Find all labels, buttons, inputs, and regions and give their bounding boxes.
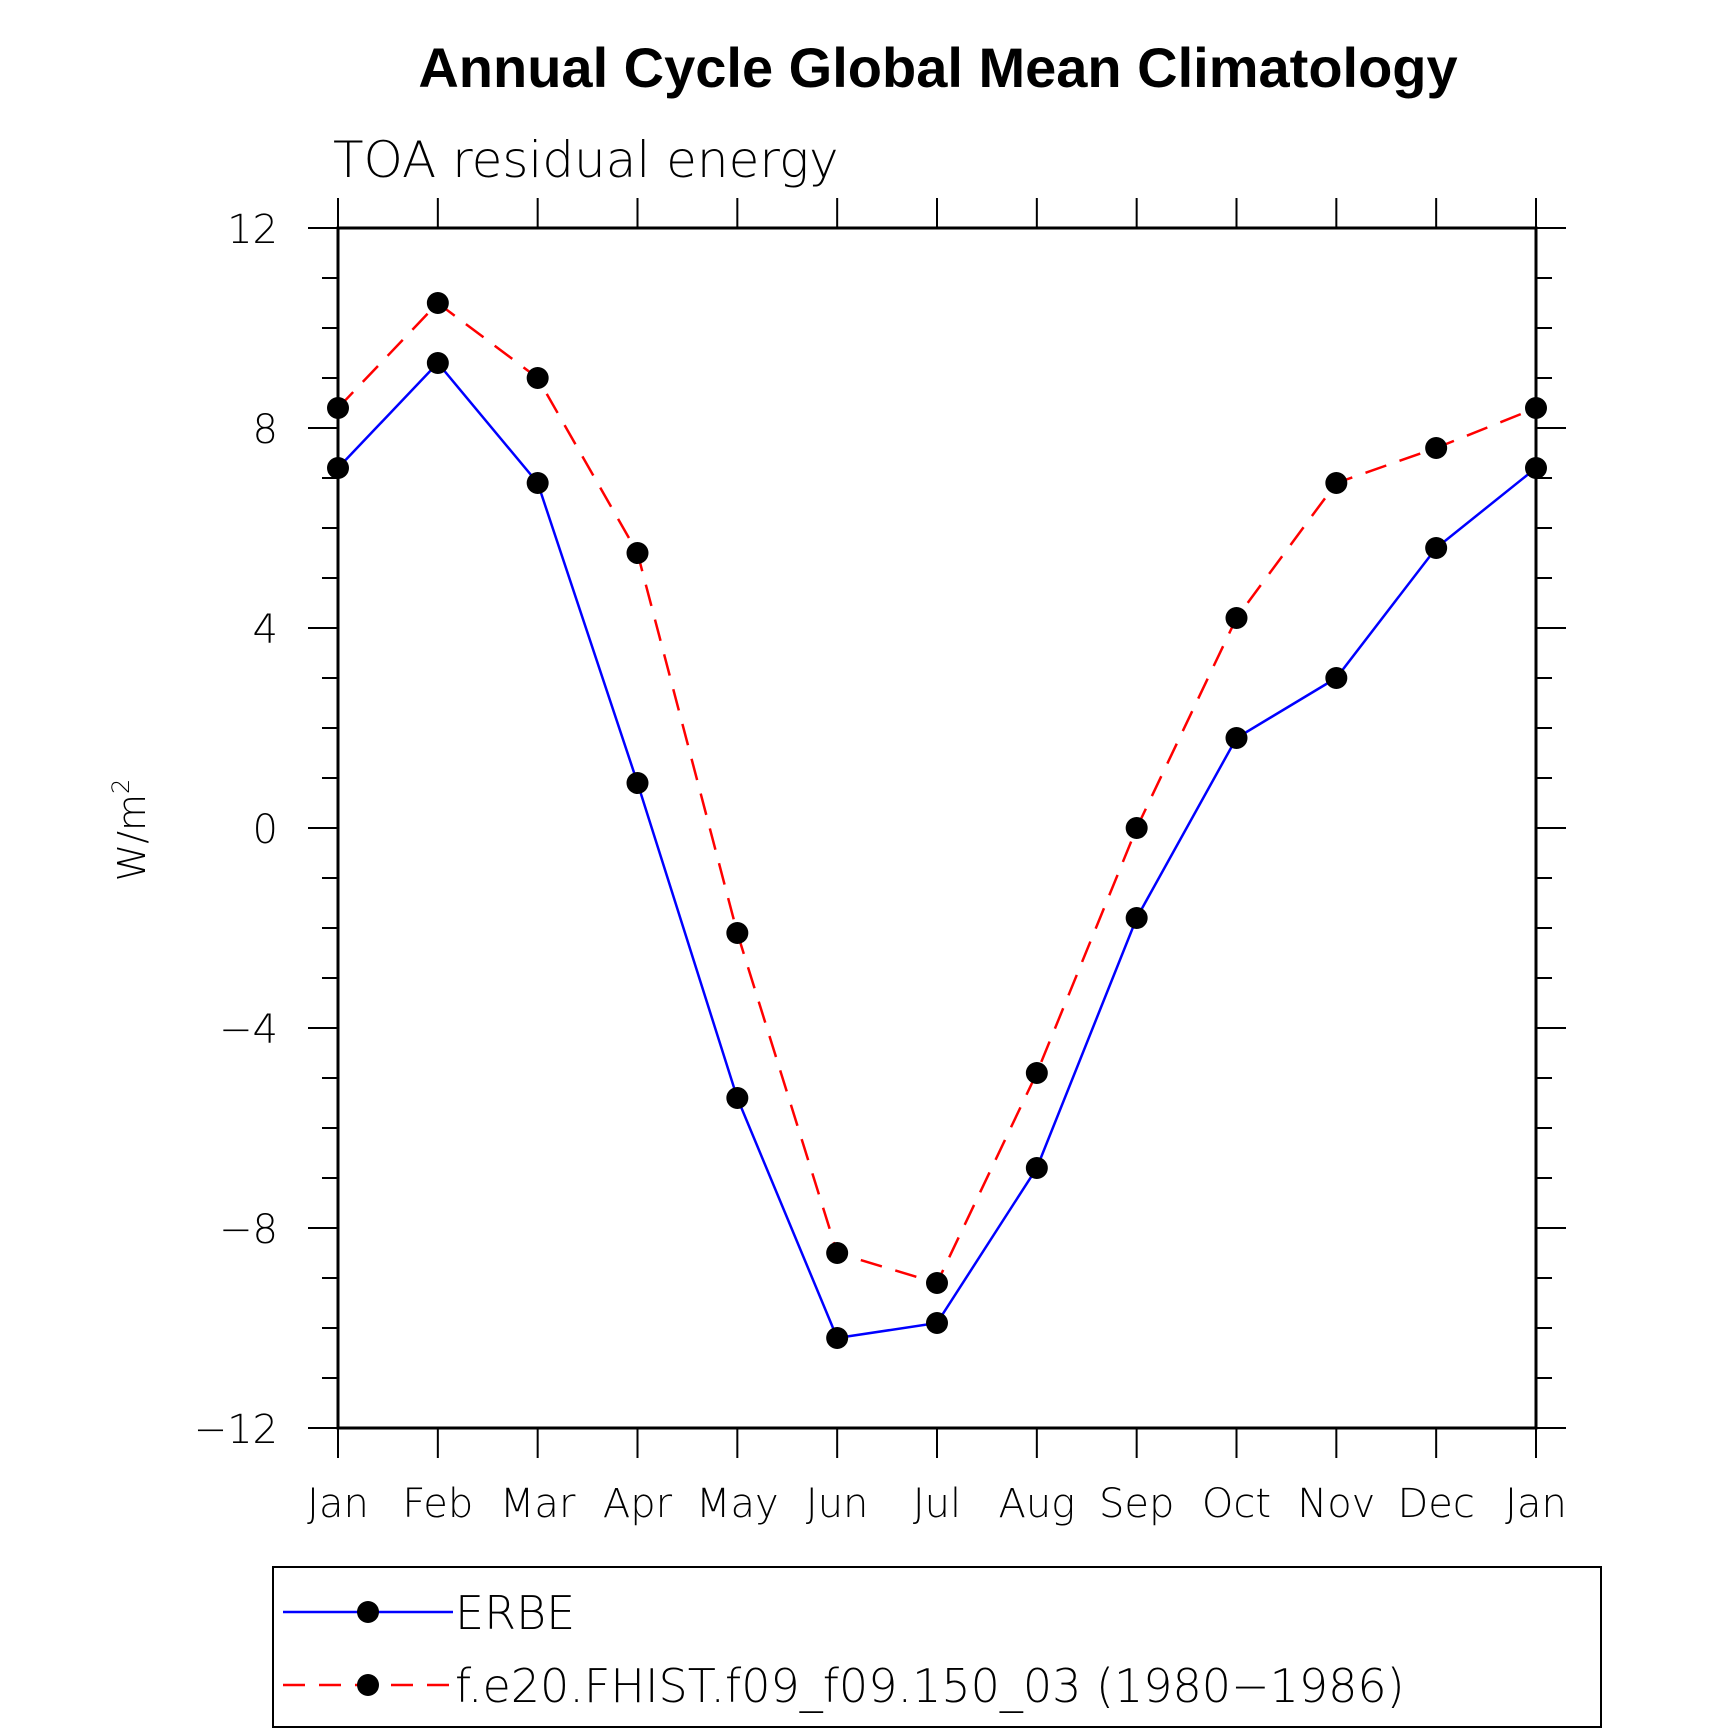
y-axis-label-main: W/m [110, 794, 154, 881]
chart-title: Annual Cycle Global Mean Climatology [418, 36, 1457, 99]
y-tick-label: 4 [253, 607, 278, 653]
legend-marker [357, 1674, 379, 1696]
y-tick-label: 12 [227, 207, 278, 253]
plot-frame [336, 226, 1538, 1430]
x-tick-label: Apr [603, 1481, 673, 1527]
x-tick-label: Nov [1297, 1481, 1375, 1527]
data-point [426, 292, 449, 314]
data-point [1225, 607, 1248, 629]
series-markers [327, 292, 1547, 1349]
x-tick-label: Jan [307, 1481, 369, 1527]
x-tick-labels: Jan Feb Mar Apr May Jun Jul Aug Sep Oct Nov Dec Jan [307, 1481, 1567, 1527]
data-point [726, 922, 749, 944]
y-axis-label: W/m2 [107, 779, 154, 882]
axis-ticks [308, 198, 1566, 1458]
x-tick-label: Jul [913, 1481, 961, 1527]
legend-box [272, 1566, 1602, 1728]
y-tick-label: 0 [253, 807, 278, 853]
y-tick-label: −8 [219, 1207, 278, 1253]
x-tick-label: Sep [1099, 1481, 1174, 1527]
data-point [726, 1087, 749, 1109]
series-line-1 [337, 301, 1537, 1285]
data-point [1125, 817, 1148, 839]
x-tick-label: Aug [998, 1481, 1075, 1527]
data-point [1025, 1062, 1048, 1084]
data-point [926, 1272, 948, 1294]
data-point [526, 472, 549, 494]
x-tick-label: May [696, 1481, 779, 1527]
data-point [327, 397, 349, 419]
data-point [1325, 667, 1348, 689]
data-point [1525, 457, 1547, 479]
data-point [1225, 727, 1248, 749]
y-tick-label: −4 [219, 1007, 278, 1053]
data-point [826, 1242, 849, 1264]
y-axis-label-superscript: 2 [107, 779, 135, 794]
data-point [1125, 907, 1148, 929]
x-tick-label: Oct [1202, 1481, 1271, 1527]
x-tick-label: Jun [806, 1481, 869, 1527]
legend: ERBE f.e20.FHIST.f09_f09.150_03 (1980−198… [272, 1566, 1602, 1728]
x-tick-label: Feb [402, 1481, 473, 1527]
chart-subtitle: TOA residual energy [333, 131, 839, 189]
data-point [1325, 472, 1348, 494]
y-tick-labels: −12 −8 −4 0 4 8 12 [194, 207, 278, 1453]
legend-label: f.e20.FHIST.f09_f09.150_03 (1980−1986) [455, 1659, 1405, 1713]
x-tick-label: Jan [1505, 1481, 1567, 1527]
legend-label: ERBE [455, 1586, 575, 1640]
y-tick-label: 8 [253, 407, 278, 453]
data-point [1525, 397, 1547, 419]
data-point [626, 542, 649, 564]
data-point [327, 457, 349, 479]
data-point [1025, 1157, 1048, 1179]
data-point [526, 367, 549, 389]
data-point [1425, 537, 1448, 559]
x-tick-label: Mar [500, 1481, 576, 1527]
data-point [926, 1312, 948, 1334]
series-line-0 [337, 361, 1537, 1340]
legend-entries: ERBE f.e20.FHIST.f09_f09.150_03 (1980−198… [283, 1586, 1405, 1713]
series-lines [337, 301, 1537, 1340]
data-point [626, 772, 649, 794]
y-tick-label: −12 [194, 1407, 278, 1453]
data-point [826, 1327, 849, 1349]
legend-marker [357, 1601, 379, 1623]
x-tick-label: Dec [1397, 1481, 1474, 1527]
data-point [426, 352, 449, 374]
data-point [1425, 437, 1448, 459]
